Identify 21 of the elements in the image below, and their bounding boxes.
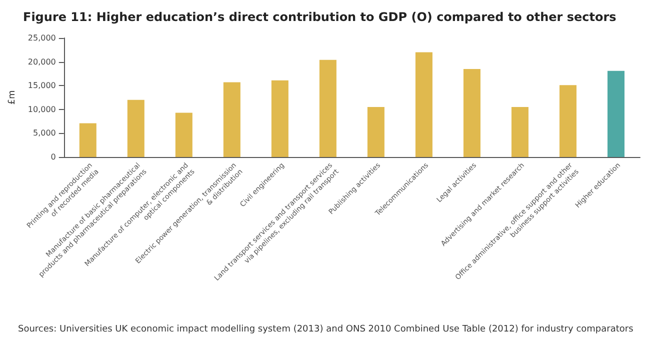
y-axis-title: £m [8,90,18,105]
y-tick-label: 0 [50,152,56,162]
bar [271,80,288,157]
bar [79,123,96,157]
bar [607,70,624,157]
y-tick-label: 15,000 [28,81,56,90]
y-tick-label: 25,000 [28,34,56,42]
bar [511,107,528,157]
y-tick-label: 10,000 [28,104,56,114]
y-tick-label: 5,000 [32,128,56,138]
bar [559,85,576,157]
bar [175,112,192,157]
source-note: Sources: Universities UK economic impact modelling system (2013) and ONS 2010 Combined Use Table (2012) for industry comparators [18,324,634,334]
bar [319,60,336,157]
bar [463,68,480,157]
bar [223,82,240,157]
bar [367,107,384,157]
bar [127,100,144,157]
bar [415,52,432,157]
chart-title: Figure 11: Higher education’s direct contribution to GDP (O) compared to other sectors [23,10,616,24]
y-tick-label: 20,000 [28,57,56,66]
